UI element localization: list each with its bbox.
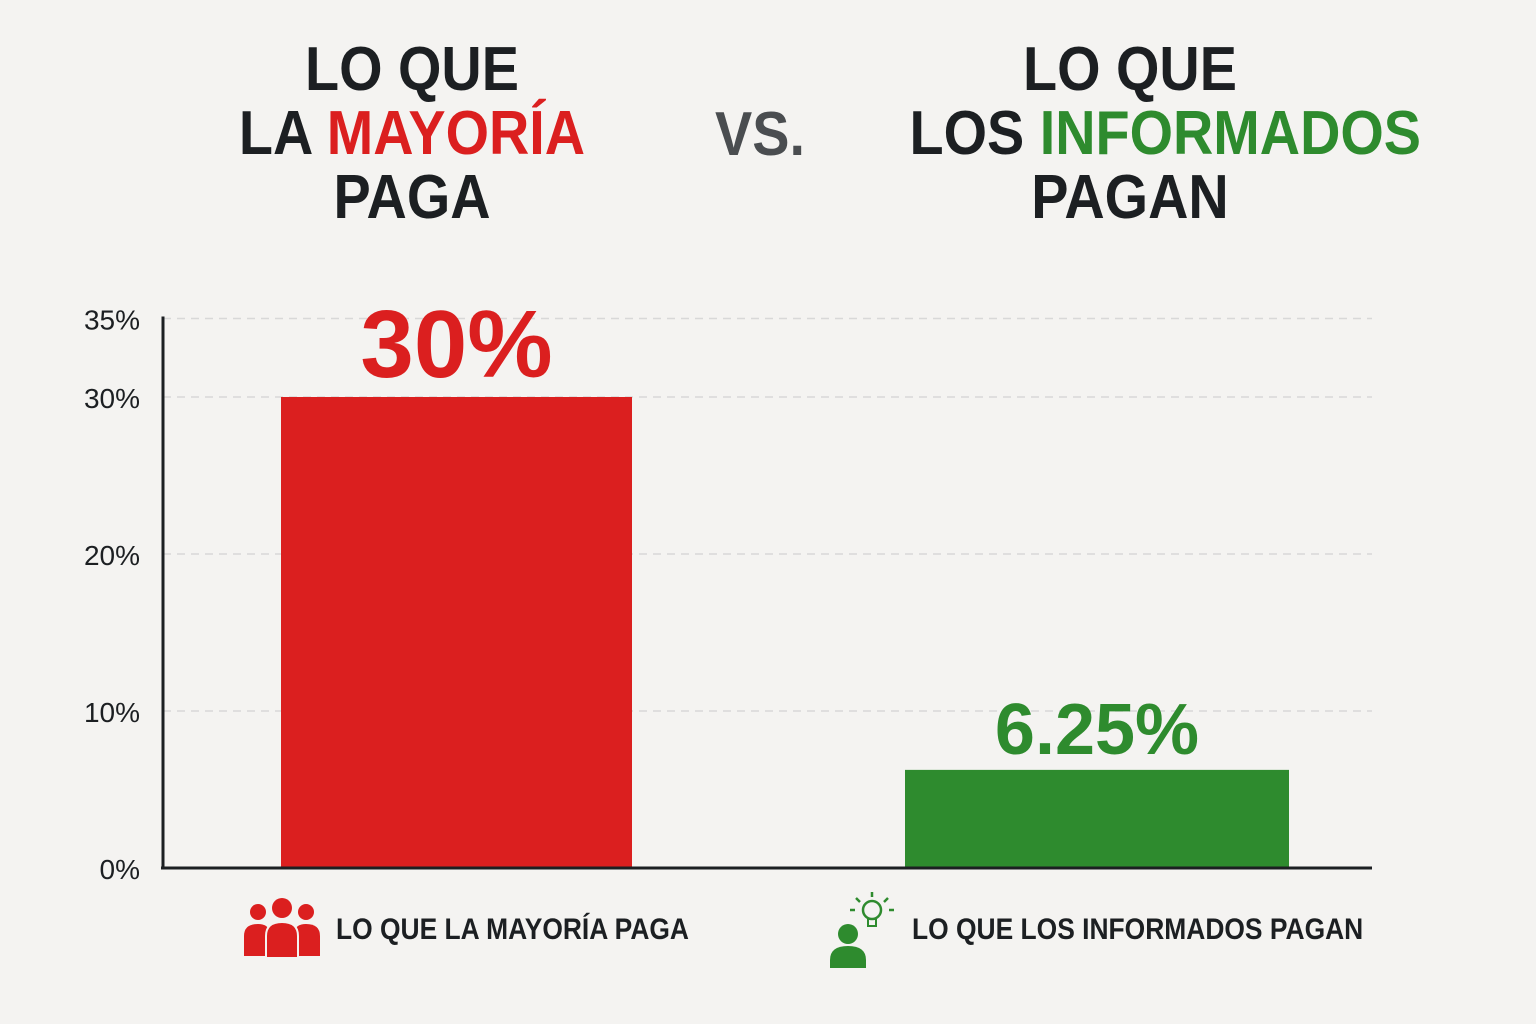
y-tick-label: 20%	[84, 540, 140, 571]
headline-left-line3: PAGA	[333, 163, 491, 232]
headline-left-line2-prefix: LA	[238, 99, 327, 168]
headline-right-line1: LO QUE	[1023, 35, 1237, 104]
bar-value-label: 6.25%	[995, 690, 1199, 770]
headline-right: LO QUE LOS INFORMADOS PAGAN	[909, 35, 1422, 232]
y-tick-label: 0%	[100, 854, 140, 885]
y-tick-label: 10%	[84, 697, 140, 728]
headline-right-line2-prefix: LOS	[909, 99, 1040, 168]
headline-right-line3: PAGAN	[1031, 163, 1229, 232]
headline-right-highlight: INFORMADOS	[1039, 99, 1422, 168]
headline-left: LO QUE LA MAYORÍA PAGA	[232, 38, 592, 230]
people-group-icon	[242, 896, 322, 965]
headline-left-line2: LA MAYORÍA	[232, 102, 592, 166]
person-lightbulb-icon	[826, 888, 898, 973]
y-tick-label: 30%	[84, 383, 140, 414]
bar	[281, 397, 632, 868]
headline-left-line1: LO QUE	[305, 35, 519, 104]
legend-item-majority: LO QUE LA MAYORÍA PAGA	[242, 890, 737, 970]
legend-item-informed: LO QUE LOS INFORMADOS PAGAN	[826, 890, 1425, 970]
y-tick-label: 35%	[84, 305, 140, 336]
legend-label-majority: LO QUE LA MAYORÍA PAGA	[336, 913, 690, 946]
headline-left-highlight: MAYORÍA	[326, 99, 586, 168]
headline-right-line2: LOS INFORMADOS	[909, 99, 1422, 168]
bar	[905, 769, 1289, 868]
bar-value-label: 30%	[360, 291, 552, 398]
legend-label-informed: LO QUE LOS INFORMADOS PAGAN	[912, 913, 1364, 946]
vs-label: VS.	[715, 100, 805, 169]
